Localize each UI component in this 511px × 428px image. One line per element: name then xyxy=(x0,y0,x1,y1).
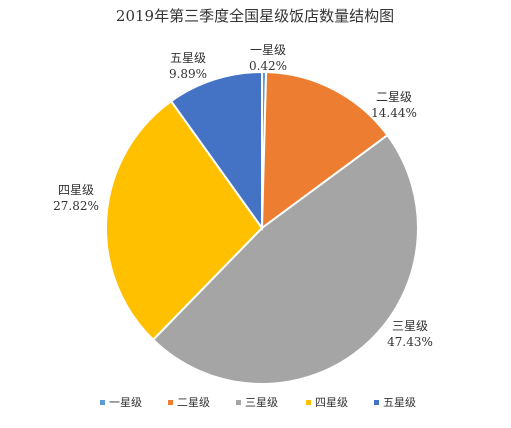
legend-item-1: 一星级 xyxy=(100,396,142,409)
legend-label: 四星级 xyxy=(315,396,348,409)
slice-value-label: 0.42% xyxy=(249,59,287,73)
slice-value-label: 14.44% xyxy=(371,106,417,120)
slice-value-label: 47.43% xyxy=(387,335,433,349)
legend-item-4: 四星级 xyxy=(306,396,348,409)
legend-label: 三星级 xyxy=(245,396,278,409)
pie-slice-3 xyxy=(151,133,419,385)
slice-label-1: 一星级 0.42% xyxy=(249,43,287,73)
slice-category-label: 二星级 xyxy=(376,90,412,104)
slice-category-label: 一星级 xyxy=(250,43,286,57)
legend-item-3: 三星级 xyxy=(236,396,278,409)
slice-label-5: 五星级 9.89% xyxy=(169,51,207,81)
chart-title: 2019年第三季度全国星级饭店数量结构图 xyxy=(116,7,394,25)
slice-category-label: 五星级 xyxy=(170,51,206,65)
slice-label-2: 二星级 14.44% xyxy=(371,90,417,120)
legend-label: 二星级 xyxy=(177,396,210,409)
legend-item-5: 五星级 xyxy=(374,396,416,409)
slice-label-3: 三星级 47.43% xyxy=(387,319,433,349)
legend-item-2: 二星级 xyxy=(168,396,210,409)
legend-swatch xyxy=(374,400,379,405)
slice-value-label: 27.82% xyxy=(53,199,99,213)
slice-category-label: 四星级 xyxy=(58,183,94,197)
pie-slice-5 xyxy=(169,70,263,232)
legend-label: 五星级 xyxy=(383,396,416,409)
legend-swatch xyxy=(168,400,173,405)
pie-slice-4 xyxy=(105,99,264,342)
slice-value-label: 9.89% xyxy=(169,67,207,81)
legend-swatch xyxy=(100,400,105,405)
legend-swatch xyxy=(306,400,311,405)
legend-swatch xyxy=(236,400,241,405)
slice-category-label: 三星级 xyxy=(392,319,428,333)
legend-label: 一星级 xyxy=(109,396,142,409)
slice-label-4: 四星级 27.82% xyxy=(53,183,99,213)
pie-slice-2 xyxy=(260,71,389,231)
